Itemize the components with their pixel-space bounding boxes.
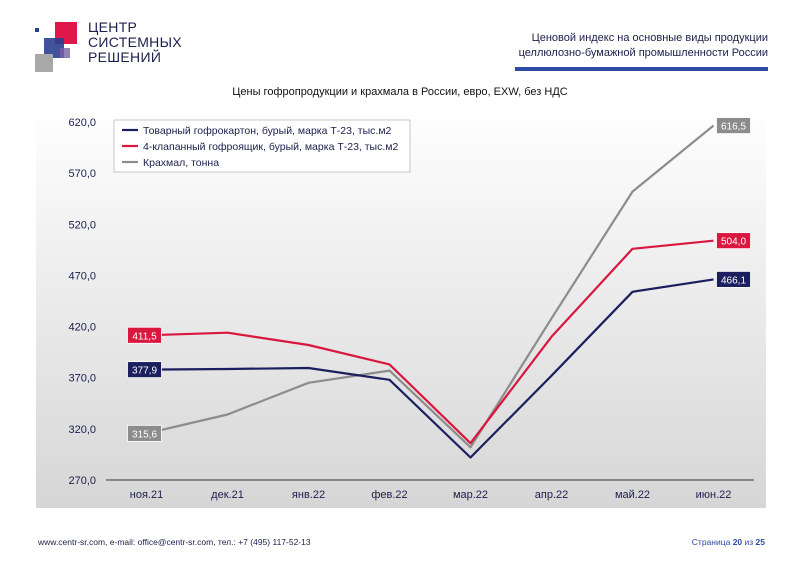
x-tick-label: дек.21 <box>211 489 244 501</box>
header-line-2: целлюлозно-бумажной промышленности Росси… <box>518 47 768 59</box>
y-tick-label: 570,0 <box>68 168 96 180</box>
legend-box <box>113 119 411 173</box>
series-line-1 <box>146 278 714 459</box>
data-label-last-2-box <box>716 232 751 250</box>
data-label-first-3: 315,6 <box>132 429 157 440</box>
data-label-last-3-box <box>716 117 751 134</box>
legend-label-1: Товарный гофрокартон, бурый, марка Т-23,… <box>143 125 392 137</box>
y-tick-label: 370,0 <box>68 373 96 385</box>
x-tick-label: фев.22 <box>371 489 407 501</box>
header-accent-bar <box>515 67 768 71</box>
page-middle: из <box>742 537 756 547</box>
y-tick-label: 620,0 <box>68 117 96 129</box>
chart-title: Цены гофропродукции и крахмала в России,… <box>232 86 568 98</box>
data-label-last-1: 466,1 <box>721 275 746 286</box>
x-tick-label: июн.22 <box>696 489 732 501</box>
company-logo-icon <box>35 22 77 72</box>
logo-line-1: ЦЕНТР <box>88 19 138 35</box>
series-line-2 <box>146 239 714 445</box>
legend-label-2: 4-клапанный гофроящик, бурый, марка Т-23… <box>143 141 398 153</box>
logo-line-3: РЕШЕНИЙ <box>88 49 162 65</box>
data-labels: 377,9 466,1 411,5 504,0 315,6 616,5 <box>127 117 751 442</box>
line-chart: 270,0 320,0 370,0 420,0 470,0 520,0 570,0 620,0… <box>36 104 766 508</box>
series-line-3 <box>146 124 715 449</box>
page-total: 25 <box>755 537 765 547</box>
y-tick-label: 270,0 <box>68 475 96 487</box>
data-label-first-1-box <box>127 361 162 379</box>
footer-page-number: Страница 20 из 25 <box>692 537 765 547</box>
y-axis-ticks: 270,0 320,0 370,0 420,0 470,0 520,0 570,0 620,0 <box>68 117 96 487</box>
page-prefix: Страница <box>691 537 733 547</box>
x-tick-label: ноя.21 <box>130 489 163 501</box>
data-label-last-1-box <box>716 271 751 288</box>
y-tick-label: 520,0 <box>68 219 96 231</box>
data-label-first-2: 411,5 <box>132 331 157 342</box>
x-tick-label: май.22 <box>615 489 650 501</box>
x-axis-ticks: ноя.21 дек.21 янв.22 фев.22 мар.22 апр.22 май.… <box>130 489 732 501</box>
data-label-last-2: 504,0 <box>721 237 746 248</box>
y-tick-label: 470,0 <box>68 270 96 282</box>
series-lines <box>146 124 715 459</box>
x-tick-label: апр.22 <box>535 489 568 501</box>
header-line-1: Ценовой индекс на основные виды продукци… <box>531 32 768 44</box>
legend-label-3: Крахмал, тонна <box>143 157 219 169</box>
y-tick-label: 320,0 <box>68 424 96 436</box>
data-label-first-3-box <box>127 424 162 442</box>
page-current: 20 <box>732 537 743 547</box>
data-label-first-2-box <box>127 326 162 344</box>
data-label-first-1: 377,9 <box>132 366 157 377</box>
footer-contacts: www.centr-sr.com, e-mail: office@centr-s… <box>38 537 311 547</box>
x-tick-label: янв.22 <box>292 489 325 501</box>
report-header-title: Ценовой индекс на основные виды продукци… <box>468 31 768 61</box>
logo-text: ЦЕНТР СИСТЕМНЫХ РЕШЕНИЙ <box>88 20 182 65</box>
chart-legend: Товарный гофрокартон, бурый, марка Т-23,… <box>113 119 411 173</box>
y-tick-label: 420,0 <box>68 322 96 334</box>
logo-line-2: СИСТЕМНЫХ <box>88 34 182 50</box>
x-tick-label: мар.22 <box>453 489 488 501</box>
data-label-last-3: 616,5 <box>721 122 746 133</box>
